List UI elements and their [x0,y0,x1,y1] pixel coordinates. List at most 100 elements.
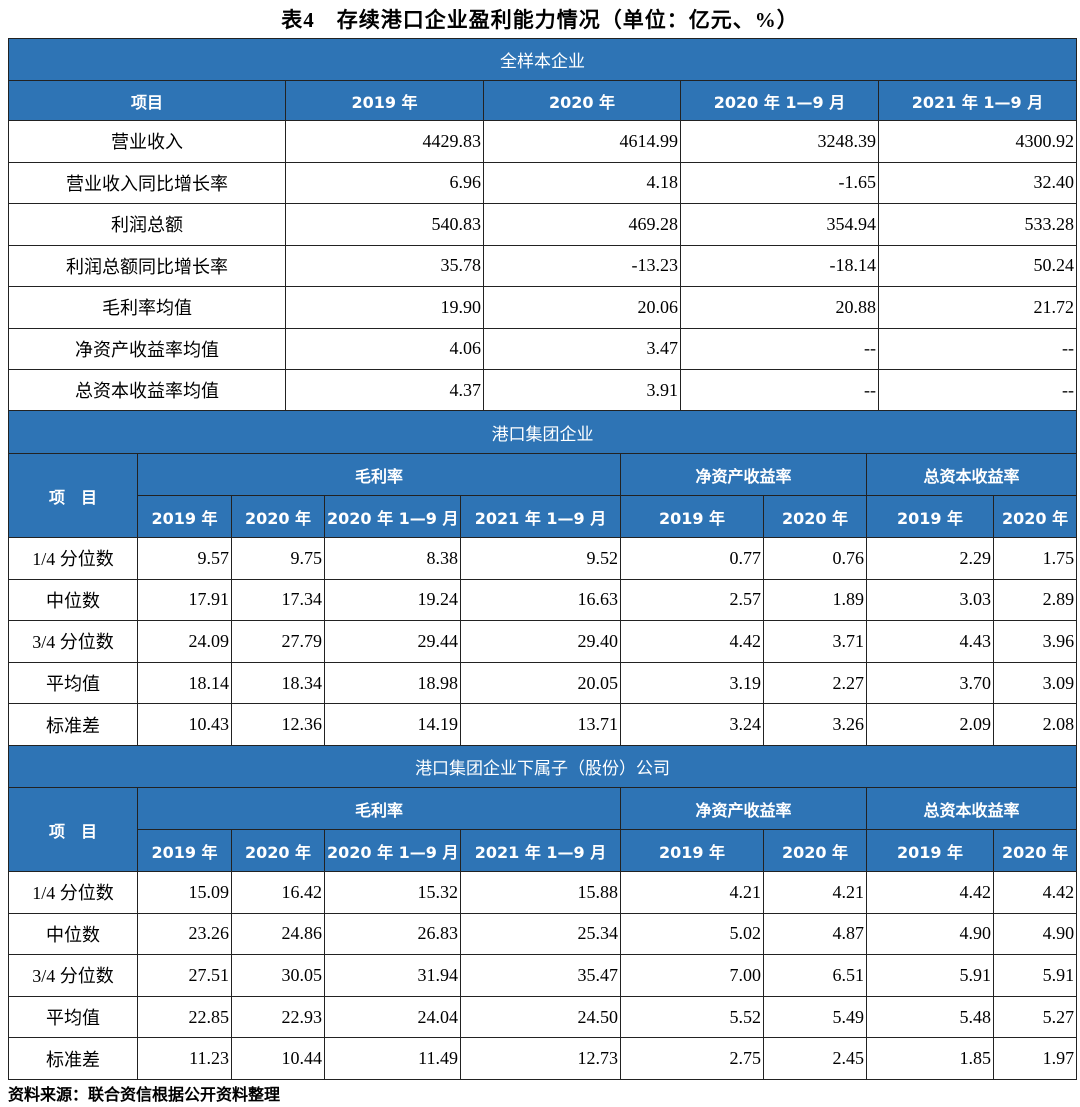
cell-value: 26.83 [324,912,461,956]
cell-value: 29.40 [460,620,621,663]
cell-value: 11.49 [324,1037,461,1080]
cell-value: 5.91 [992,954,1078,997]
item-header: 项 目 [8,787,138,872]
row-label: 利润总额 [8,203,286,246]
cell-value: 2.45 [763,1037,867,1080]
column-header: 2020 年 [763,829,867,872]
cell-value: 5.49 [763,995,867,1039]
cell-value: -18.14 [680,244,879,287]
cell-value: 4.90 [992,912,1078,956]
cell-value: 2.08 [992,703,1078,746]
cell-value: 19.24 [324,578,461,622]
cell-value: 4.18 [483,161,681,204]
column-header: 2020 年 [231,495,325,538]
cell-value: 35.78 [285,244,484,287]
group-header-roc: 总资本收益率 [865,453,1078,496]
table-row: 利润总额同比增长率 35.78 -13.23 -18.14 50.24 [8,244,1077,287]
cell-value: 15.09 [137,871,232,914]
cell-value: 17.91 [137,578,232,622]
cell-value: 16.42 [231,871,325,914]
column-header: 项目 [8,80,286,121]
cell-value: 12.36 [231,703,325,746]
cell-value: 19.90 [285,286,484,329]
cell-value: 2.29 [866,537,994,580]
cell-value: 23.26 [137,912,232,956]
table-row: 标准差 11.23 10.44 11.49 12.73 2.75 2.45 1.85 1.97 [8,1037,1078,1080]
cell-value: 2.89 [992,578,1078,622]
cell-value: 1.97 [992,1037,1078,1080]
cell-value: 3.96 [992,620,1078,663]
full-sample-table: 全样本企业 项目 2019 年 2020 年 2020 年 1—9 月 2021 年 1… [8,38,1077,412]
cell-value: 22.93 [231,995,325,1039]
port-subsidiary-table: 港口集团企业下属子（股份）公司 项 目 毛利率 净资产收益率 总资本收益率 20… [7,745,1078,1080]
cell-value: -- [680,327,879,370]
row-label: 标准差 [8,1037,138,1080]
column-header: 2021 年 1—9 月 [460,495,621,538]
cell-value: 0.77 [620,537,764,580]
cell-value: 3.19 [620,661,764,705]
group-header-roe: 净资产收益率 [620,787,867,830]
cell-value: 4.21 [763,871,867,914]
cell-value: 35.47 [460,954,621,997]
column-header: 2020 年 [483,80,681,121]
table-row: 营业收入同比增长率 6.96 4.18 -1.65 32.40 [8,161,1077,204]
cell-value: 20.05 [460,661,621,705]
item-header: 项 目 [8,453,138,538]
column-header: 2020 年 1—9 月 [324,829,461,872]
row-label: 中位数 [8,578,138,622]
cell-value: 18.14 [137,661,232,705]
column-header: 2020 年 [763,495,867,538]
cell-value: 25.34 [460,912,621,956]
table-row: 3/4 分位数 27.51 30.05 31.94 35.47 7.00 6.51 5.91 5… [8,954,1078,997]
cell-value: 50.24 [878,244,1077,287]
row-label: 平均值 [8,995,138,1039]
column-header: 2019 年 [866,495,994,538]
table-row: 利润总额 540.83 469.28 354.94 533.28 [8,203,1077,246]
cell-value: 3248.39 [680,120,879,163]
cell-value: 4300.92 [878,120,1077,163]
cell-value: 5.48 [866,995,994,1039]
table-row: 净资产收益率均值 4.06 3.47 -- -- [8,327,1077,370]
cell-value: 0.76 [763,537,867,580]
group-header-gross-margin: 毛利率 [137,453,621,496]
cell-value: 4.87 [763,912,867,956]
table-row: 标准差 10.43 12.36 14.19 13.71 3.24 3.26 2.09 2.08 [8,703,1078,746]
row-label: 1/4 分位数 [8,871,138,914]
cell-value: 3.91 [483,369,681,412]
column-header: 2019 年 [866,829,994,872]
cell-value: 15.32 [324,871,461,914]
cell-value: 18.98 [324,661,461,705]
row-label: 营业收入同比增长率 [8,161,286,204]
cell-value: 2.57 [620,578,764,622]
cell-value: 4.37 [285,369,484,412]
column-header: 2019 年 [285,80,484,121]
row-label: 3/4 分位数 [8,954,138,997]
cell-value: 5.02 [620,912,764,956]
column-header: 2020 年 1—9 月 [680,80,879,121]
cell-value: 29.44 [324,620,461,663]
cell-value: 1.75 [992,537,1078,580]
cell-value: 469.28 [483,203,681,246]
cell-value: 4.90 [866,912,994,956]
table-row: 3/4 分位数 24.09 27.79 29.44 29.40 4.42 3.71 4.43 3… [8,620,1078,663]
cell-value: 11.23 [137,1037,232,1080]
cell-value: 18.34 [231,661,325,705]
row-label: 净资产收益率均值 [8,327,286,370]
row-label: 平均值 [8,661,138,705]
row-label: 营业收入 [8,120,286,163]
cell-value: 5.91 [866,954,994,997]
table-row: 营业收入 4429.83 4614.99 3248.39 4300.92 [8,120,1077,163]
table-title: 表4 存续港口企业盈利能力情况（单位：亿元、%） [281,8,799,32]
cell-value: 7.00 [620,954,764,997]
group-header-roe: 净资产收益率 [620,453,867,496]
section-title: 港口集团企业 [7,410,1078,454]
cell-value: 14.19 [324,703,461,746]
cell-value: 30.05 [231,954,325,997]
cell-value: 24.86 [231,912,325,956]
cell-value: 13.71 [460,703,621,746]
cell-value: 31.94 [324,954,461,997]
row-label: 标准差 [8,703,138,746]
table-row: 中位数 17.91 17.34 19.24 16.63 2.57 1.89 3.03 2.89 [8,578,1078,622]
column-header: 2019 年 [137,495,232,538]
row-label: 利润总额同比增长率 [8,244,286,287]
